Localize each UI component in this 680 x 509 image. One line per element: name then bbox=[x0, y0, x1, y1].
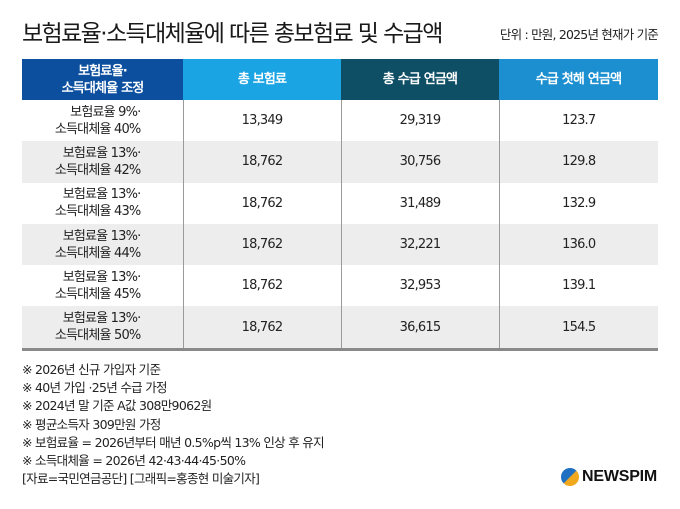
cell-first-year: 136.0 bbox=[498, 223, 658, 266]
row-label-line: 보험료율 13%· bbox=[62, 228, 142, 244]
newspim-logo-text: NEWSPIM bbox=[582, 468, 658, 485]
row-label: 보험료율 13%· 소득대체율 42% bbox=[22, 141, 183, 183]
cell-total-pension: 30,756 bbox=[340, 141, 499, 183]
table-row: 보험료율 13%· 소득대체율 43% 18,762 31,489 132.9 bbox=[22, 182, 658, 224]
row-label-line: 소득대체율 44% bbox=[54, 245, 141, 261]
cell-total-premium: 18,762 bbox=[182, 223, 341, 266]
cell-first-year: 139.1 bbox=[498, 265, 658, 307]
row-label-line: 보험료율 13%· bbox=[62, 311, 142, 327]
pension-table: 보험료율· 소득대체율 조정 총 보험료 총 수급 연금액 수급 첫해 연금액 … bbox=[22, 59, 658, 351]
row-label-line: 소득대체율 40% bbox=[54, 121, 141, 137]
cell-total-pension: 31,489 bbox=[340, 182, 499, 224]
column-header-adjustment: 보험료율· 소득대체율 조정 bbox=[22, 59, 183, 100]
newspim-logo: NEWSPIM bbox=[561, 468, 657, 486]
cell-total-pension: 32,221 bbox=[340, 223, 499, 266]
footnote: ※ 소득대체율 = 2026년 42·43·44·45·50% bbox=[22, 453, 246, 469]
column-header-total-pension: 총 수급 연금액 bbox=[341, 59, 499, 100]
cell-total-premium: 18,762 bbox=[182, 265, 341, 307]
row-label: 보험료율 13%· 소득대체율 43% bbox=[22, 183, 183, 224]
cell-total-pension: 36,615 bbox=[340, 306, 499, 351]
table-row: 보험료율 13%· 소득대체율 44% 18,762 32,221 136.0 bbox=[22, 223, 658, 266]
cell-total-premium: 18,762 bbox=[182, 306, 341, 351]
cell-first-year: 123.7 bbox=[498, 100, 658, 142]
cell-total-premium: 13,349 bbox=[182, 100, 341, 142]
row-label: 보험료율 13%· 소득대체율 44% bbox=[22, 223, 183, 266]
table-row: 보험료율 9%· 소득대체율 40% 13,349 29,319 123.7 bbox=[22, 100, 658, 142]
row-label-line: 소득대체율 42% bbox=[54, 162, 141, 178]
cell-total-pension: 32,953 bbox=[340, 265, 499, 307]
footnote: ※ 2026년 신규 가입자 기준 bbox=[22, 362, 161, 377]
footnote: ※ 40년 가입 ·25년 수급 가정 bbox=[22, 380, 168, 396]
row-label-line: 소득대체율 50% bbox=[54, 328, 141, 344]
cell-total-premium: 18,762 bbox=[182, 141, 341, 183]
table-row: 보험료율 13%· 소득대체율 42% 18,762 30,756 129.8 bbox=[22, 141, 658, 183]
table-row: 보험료율 13%· 소득대체율 50% 18,762 36,615 154.5 bbox=[22, 306, 658, 351]
row-label-line: 보험료율 13%· bbox=[62, 145, 142, 161]
table-header-row: 보험료율· 소득대체율 조정 총 보험료 총 수급 연금액 수급 첫해 연금액 bbox=[22, 59, 658, 100]
cell-total-premium: 18,762 bbox=[182, 182, 341, 224]
row-label-line: 보험료율 9%· bbox=[70, 104, 141, 120]
newspim-logo-icon bbox=[561, 468, 579, 486]
column-header-total-premium: 총 보험료 bbox=[183, 59, 341, 100]
table-row: 보험료율 13%· 소득대체율 45% 18,762 32,953 139.1 bbox=[22, 265, 658, 307]
cell-total-pension: 29,319 bbox=[340, 100, 499, 142]
row-label: 보험료율 13%· 소득대체율 45% bbox=[22, 265, 183, 306]
page-title: 보험료율·소득대체율에 따른 총보험료 및 수급액 bbox=[22, 21, 443, 47]
row-label-line: 보험료율 13%· bbox=[62, 187, 142, 203]
row-label: 보험료율 9%· 소득대체율 40% bbox=[22, 100, 183, 141]
unit-note: 단위 : 만원, 2025년 현재가 기준 bbox=[499, 27, 659, 42]
column-header-first-year-pension: 수급 첫해 연금액 bbox=[499, 59, 658, 100]
row-label-line: 보험료율 13%· bbox=[62, 269, 142, 285]
cell-first-year: 132.9 bbox=[498, 182, 658, 224]
footnotes: ※ 2026년 신규 가입자 기준 ※ 40년 가입 ·25년 수급 가정 ※ … bbox=[22, 361, 325, 488]
cell-first-year: 154.5 bbox=[498, 306, 658, 351]
row-label-line: 소득대체율 43% bbox=[54, 204, 141, 220]
footnote: ※ 2024년 말 기준 A값 308만9062원 bbox=[22, 398, 212, 414]
column-header-line: 보험료율· bbox=[78, 63, 128, 79]
row-label-line: 소득대체율 45% bbox=[54, 286, 141, 302]
column-header-line: 소득대체율 조정 bbox=[61, 80, 145, 96]
footnote: ※ 평균소득자 309만원 가정 bbox=[22, 416, 161, 432]
source-credit: [자료=국민연금공단] [그래픽=홍종현 미술기자] bbox=[22, 471, 260, 487]
footnote: ※ 보험료율 = 2026년부터 매년 0.5%p씩 13% 인상 후 유지 bbox=[22, 434, 325, 450]
cell-first-year: 129.8 bbox=[498, 141, 658, 183]
row-label: 보험료율 13%· 소득대체율 50% bbox=[22, 306, 183, 351]
